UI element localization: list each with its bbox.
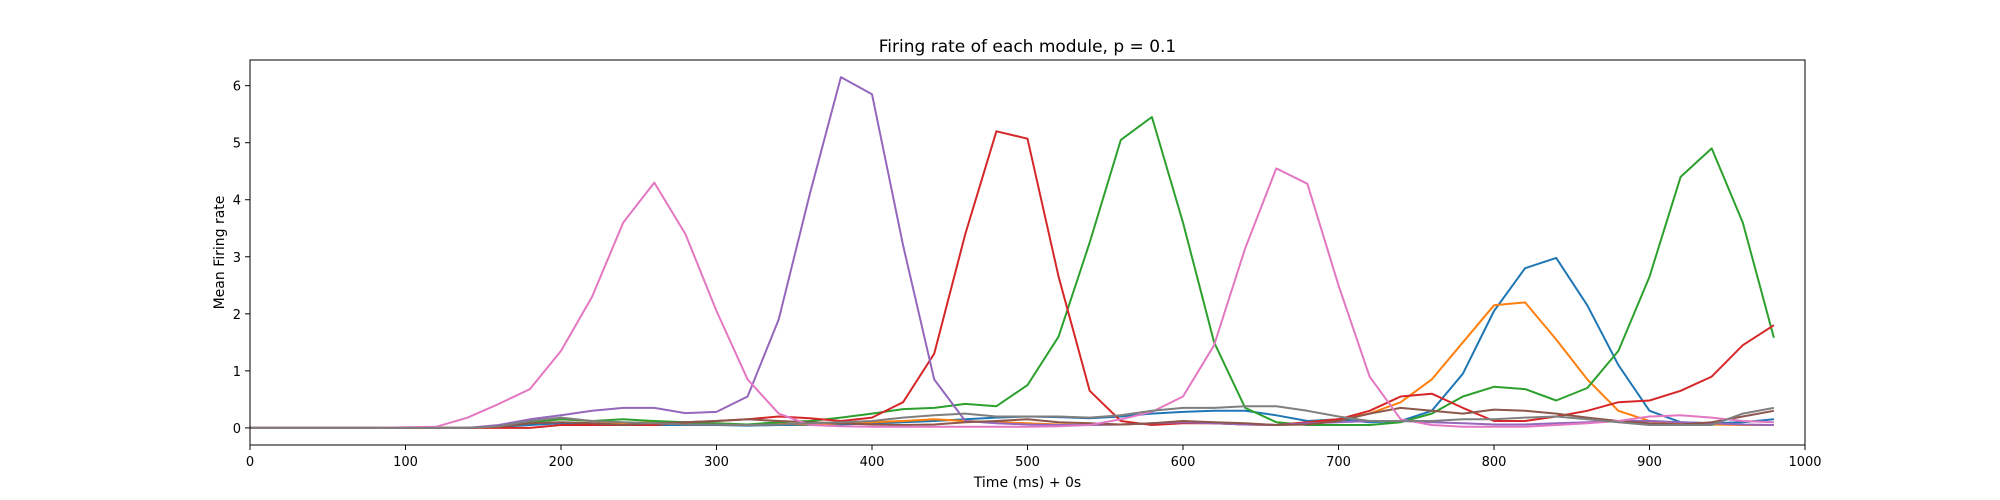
series-lines (250, 76, 1775, 429)
y-tick-label: 1 (233, 365, 241, 380)
x-tick-label: 200 (549, 455, 574, 470)
axis-ticks: 0 100 200 300 400 500 600 700 800 900 1000 0 1 2 3 4 5 6 (233, 80, 1822, 470)
series-line-2 (250, 301, 1774, 429)
series-line-1 (250, 256, 1774, 429)
y-axis-label: Mean Firing rate (212, 196, 228, 310)
y-tick-label: 0 (233, 422, 241, 437)
y-tick-label: 5 (233, 137, 241, 152)
y-tick-label: 4 (233, 194, 241, 209)
plot-frame (249, 59, 1806, 446)
chart-title: Firing rate of each module, p = 0.1 (879, 37, 1176, 57)
x-tick-label: 500 (1015, 455, 1040, 470)
x-tick-label: 1000 (1788, 455, 1821, 470)
y-tick-label: 2 (233, 308, 241, 323)
x-tick-label: 100 (393, 455, 418, 470)
y-tick-label: 6 (233, 80, 241, 95)
y-tick-label: 3 (233, 251, 241, 266)
x-tick-label: 600 (1171, 455, 1196, 470)
x-tick-label: 400 (860, 455, 885, 470)
series-line-3 (250, 116, 1775, 429)
series-line-7 (250, 167, 1774, 429)
series-line-8 (250, 405, 1775, 429)
x-tick-label: 300 (704, 455, 729, 470)
x-tick-label: 900 (1637, 455, 1662, 470)
series-line-4 (250, 130, 1775, 429)
series-line-5 (250, 76, 1774, 429)
x-tick-label: 700 (1326, 455, 1351, 470)
x-tick-label: 800 (1482, 455, 1507, 470)
x-axis-label: Time (ms) + 0s (973, 475, 1081, 491)
x-tick-label: 0 (246, 455, 254, 470)
